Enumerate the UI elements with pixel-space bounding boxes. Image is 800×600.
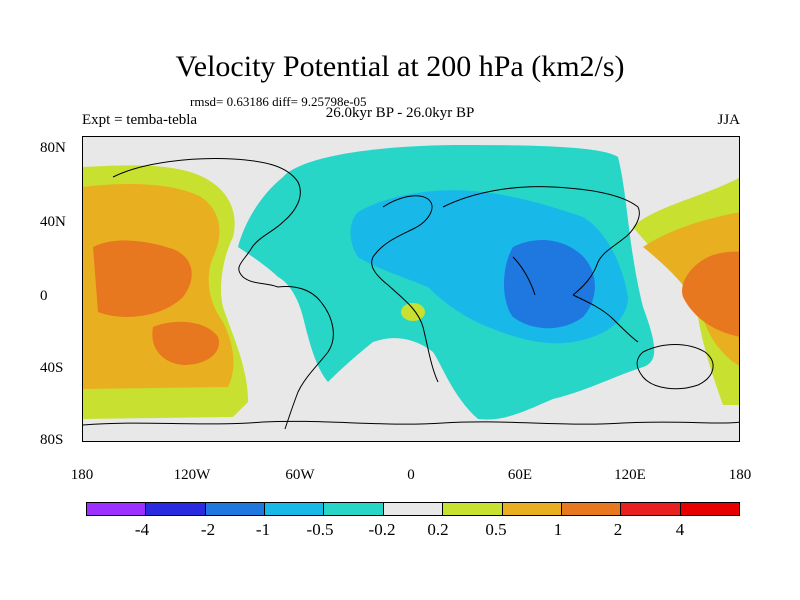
lon-label-120e: 120E	[614, 467, 646, 483]
colorbar-label-neg1: -1	[255, 520, 271, 539]
west-pacific-positive-strong	[682, 251, 739, 337]
colorbar-segment	[265, 503, 325, 515]
atlantic-positive-blob	[401, 303, 425, 321]
negative-strong-core	[504, 240, 595, 329]
colorbar-segment	[324, 503, 384, 515]
colorbar-label-neg4: -4	[134, 520, 150, 539]
colorbar-segment	[680, 503, 739, 515]
lon-label-180e: 180	[728, 467, 752, 483]
colorbar-label-1: 1	[553, 520, 563, 539]
colorbar-segment	[383, 503, 444, 515]
colorbar-label-02: 0.2	[427, 520, 449, 539]
colorbar-label-neg05: -0.5	[306, 520, 334, 539]
colorbar-label-2: 2	[613, 520, 623, 539]
colorbar-segment	[87, 503, 147, 515]
lat-label-80n: 80N	[40, 140, 66, 156]
lat-label-40s: 40S	[40, 360, 64, 376]
lon-label-120w: 120W	[173, 467, 211, 483]
lat-label-0: 0	[40, 288, 48, 304]
colorbar-segment	[146, 503, 206, 515]
colorbar-label-neg2: -2	[200, 520, 216, 539]
pacific-positive-strong-south	[152, 321, 219, 365]
colorbar	[86, 502, 740, 516]
pacific-positive-strong-north	[93, 240, 192, 317]
colorbar-label-4: 4	[675, 520, 685, 539]
map-panel	[82, 136, 740, 442]
colorbar-label-05: 0.5	[485, 520, 507, 539]
colorbar-segment	[205, 503, 266, 515]
lon-label-180w: 180	[70, 467, 94, 483]
lon-label-0: 0	[407, 467, 415, 483]
colorbar-segment	[561, 503, 622, 515]
lat-label-40n: 40N	[40, 214, 66, 230]
period-label: 26.0kyr BP - 26.0kyr BP	[325, 105, 475, 121]
season-label: JJA	[717, 112, 740, 128]
coastlines	[83, 158, 739, 430]
plot-title: Velocity Potential at 200 hPa (km2/s)	[175, 50, 625, 83]
lon-label-60e: 60E	[507, 467, 533, 483]
stats-text: rmsd= 0.63186 diff= 9.25798e-05	[190, 94, 367, 109]
contour-map	[83, 137, 739, 441]
experiment-label: Expt = temba-tebla	[82, 112, 198, 128]
colorbar-segment	[443, 503, 503, 515]
colorbar-segment	[621, 503, 681, 515]
lat-label-80s: 80S	[40, 432, 64, 448]
colorbar-segment	[502, 503, 562, 515]
colorbar-label-neg02: -0.2	[368, 520, 396, 539]
lon-label-60w: 60W	[285, 467, 315, 483]
